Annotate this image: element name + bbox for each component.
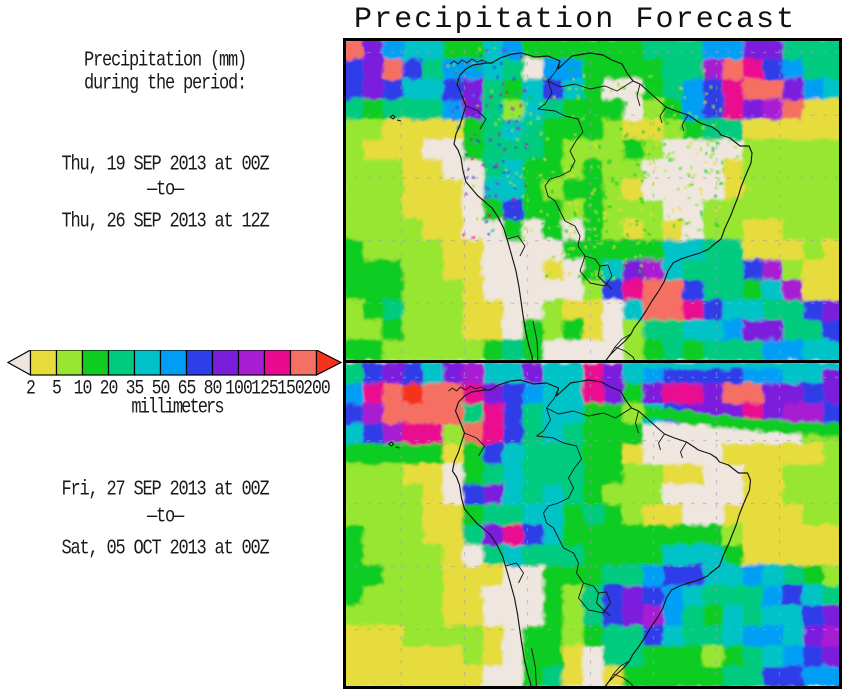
svg-text:125: 125 bbox=[251, 376, 278, 400]
svg-text:35: 35 bbox=[126, 376, 145, 400]
svg-text:100: 100 bbox=[225, 376, 252, 400]
svg-text:65: 65 bbox=[178, 376, 197, 400]
svg-text:2: 2 bbox=[26, 376, 35, 400]
svg-text:150: 150 bbox=[277, 376, 304, 400]
svg-text:80: 80 bbox=[204, 376, 223, 400]
svg-text:50: 50 bbox=[152, 376, 171, 400]
svg-text:20: 20 bbox=[100, 376, 119, 400]
svg-text:5: 5 bbox=[52, 376, 62, 400]
svg-text:200: 200 bbox=[303, 376, 330, 400]
svg-text:10: 10 bbox=[74, 376, 93, 400]
